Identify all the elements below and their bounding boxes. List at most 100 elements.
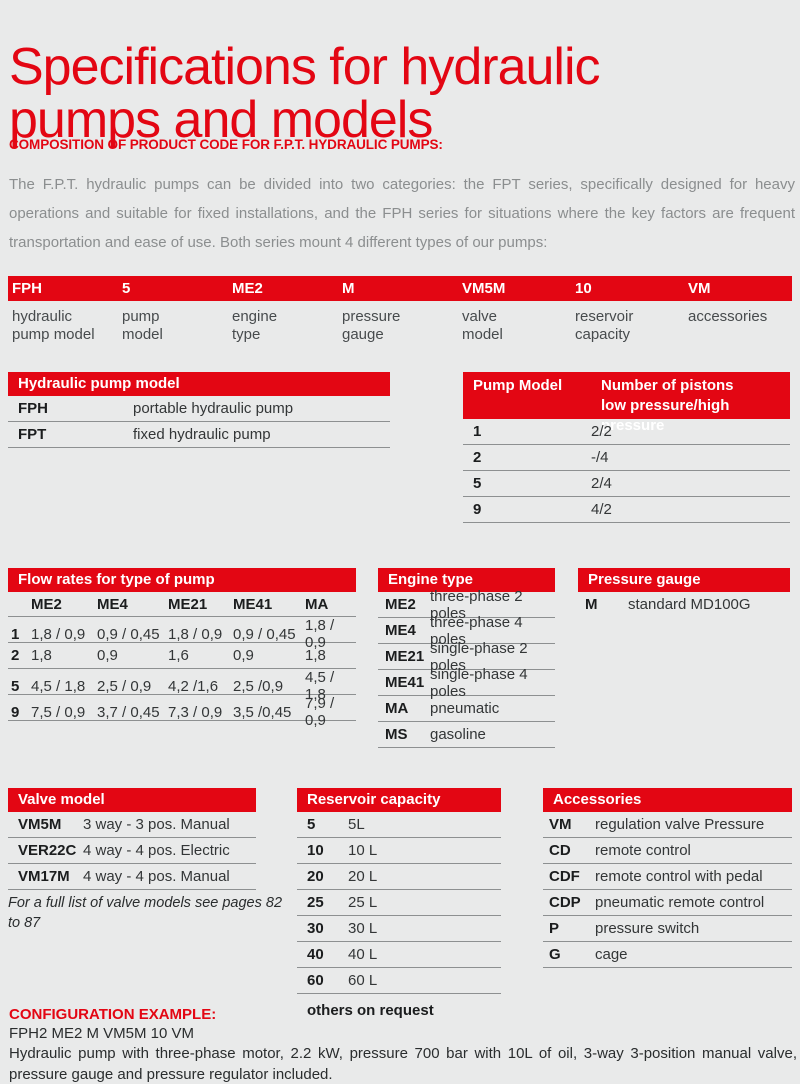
- flow-row: 5 4,5 / 1,8 2,5 / 0,9 4,2 /1,6 2,5 /0,9 …: [8, 669, 356, 703]
- row-code: 40: [307, 946, 324, 963]
- reservoir-footer: others on request: [307, 1002, 434, 1019]
- table-body: VM regulation valve Pressure CD remote c…: [543, 812, 792, 968]
- row-code: 60: [307, 972, 324, 989]
- flow-value: 4,5 / 1,8: [31, 677, 86, 695]
- table-row: 20 20 L: [297, 864, 501, 890]
- row-description: remote control: [595, 842, 691, 859]
- table-flow-rates: Flow rates for type of pump ME2 ME4 ME21…: [8, 568, 356, 729]
- table-pump-model: Pump Model Number of pistons low pressur…: [463, 372, 790, 523]
- product-code-part-label: pump model: [122, 308, 163, 343]
- table-header: Engine type: [378, 568, 555, 592]
- table-header: Hydraulic pump model: [8, 372, 390, 396]
- header-col-pump-model: Pump Model: [473, 377, 563, 394]
- row-description: portable hydraulic pump: [133, 400, 294, 417]
- row-description: 2/2: [591, 423, 612, 440]
- row-code: P: [549, 920, 560, 937]
- product-code-part: 10: [575, 280, 592, 297]
- flow-column-header: ME4: [97, 595, 128, 613]
- table-row: 30 30 L: [297, 916, 501, 942]
- table-row: FPH portable hydraulic pump: [8, 396, 390, 422]
- flow-value: 4,5 / 1,8: [305, 669, 335, 703]
- flow-row: 9 7,5 / 0,9 3,7 / 0,45 7,3 / 0,9 3,5 /0,…: [8, 695, 356, 729]
- table-row: 5 2/4: [463, 471, 790, 497]
- table-header: Pressure gauge: [578, 568, 790, 592]
- flow-column-headers: ME2 ME4 ME21 ME41 MA: [8, 592, 356, 617]
- row-description: gasoline: [430, 726, 486, 743]
- row-description: single-phase 4 poles: [430, 665, 528, 700]
- row-code: 10: [307, 842, 324, 859]
- table-engine-type: Engine type ME2 three-phase 2 poles ME4 …: [378, 568, 555, 748]
- table-body: 1 2/2 2 -/4 5 2/4 9 4/2: [463, 419, 790, 523]
- row-description: 30 L: [348, 920, 378, 937]
- config-heading: CONFIGURATION EXAMPLE:: [9, 1006, 217, 1023]
- table-row: G cage: [543, 942, 792, 968]
- row-code: M: [585, 596, 598, 613]
- flow-column-header: MA: [305, 595, 329, 613]
- table-header: Valve model: [8, 788, 256, 812]
- product-code-part-label: engine type: [232, 308, 278, 343]
- row-code: ME41: [385, 674, 425, 691]
- row-code: 5: [307, 816, 316, 833]
- table-row: 25 25 L: [297, 890, 501, 916]
- flow-value: 4,2 /1,6: [168, 677, 219, 695]
- flow-value: 2,5 /0,9: [233, 677, 284, 695]
- flow-value: 1,8 / 0,9: [168, 625, 223, 643]
- row-description: 20 L: [348, 868, 378, 885]
- row-code: 1: [473, 423, 482, 440]
- flow-column-header: ME41: [233, 595, 273, 613]
- row-description: regulation valve Pressure: [595, 816, 765, 833]
- table-header: Pump Model Number of pistons low pressur…: [463, 372, 790, 434]
- valve-model-note: For a full list of valve models see page…: [8, 895, 283, 931]
- table-row: VM regulation valve Pressure: [543, 812, 792, 838]
- table-row: FPT fixed hydraulic pump: [8, 422, 390, 448]
- row-code: VER22C: [18, 842, 77, 859]
- table-body: 1 1,8 / 0,9 0,9 / 0,45 1,8 / 0,9 0,9 / 0…: [8, 617, 356, 729]
- flow-value: 1,6: [168, 647, 189, 664]
- row-description: fixed hydraulic pump: [133, 426, 271, 443]
- config-description: Hydraulic pump with three-phase motor, 2…: [9, 1045, 797, 1083]
- product-code-part: ME2: [232, 280, 263, 297]
- table-row: MA pneumatic: [378, 696, 555, 722]
- configuration-example: CONFIGURATION EXAMPLE: FPH2 ME2 M VM5M 1…: [9, 1005, 797, 1084]
- table-row: ME2 three-phase 2 poles: [378, 588, 555, 622]
- table-row: CDP pneumatic remote control: [543, 890, 792, 916]
- row-description: three-phase 2 poles: [430, 587, 523, 622]
- table-row: 60 60 L: [297, 968, 501, 994]
- table-row: CD remote control: [543, 838, 792, 864]
- table-row: MS gasoline: [378, 722, 555, 748]
- flow-row-label: 5: [11, 677, 20, 695]
- row-code: MS: [385, 726, 408, 743]
- table-header: Reservoir capacity: [297, 788, 501, 812]
- table-row: 1 2/2: [463, 419, 790, 445]
- row-description: single-phase 2 poles: [430, 639, 528, 674]
- flow-value: 0,9 / 0,45: [233, 625, 296, 643]
- product-code-part-label: valve model: [462, 308, 503, 343]
- row-description: pneumatic: [430, 700, 500, 717]
- header-col-pistons: Number of pistons low pressure/high pres…: [601, 377, 734, 434]
- table-row: P pressure switch: [543, 916, 792, 942]
- row-description: pressure switch: [595, 920, 700, 937]
- table-body: ME2 three-phase 2 poles ME4 three-phase …: [378, 588, 555, 748]
- table-row: 9 4/2: [463, 497, 790, 523]
- flow-column-header: ME21: [168, 595, 208, 613]
- row-code: ME21: [385, 648, 425, 665]
- table-body: FPH portable hydraulic pump FPT fixed hy…: [8, 396, 390, 448]
- row-description: 4 way - 4 pos. Electric: [83, 842, 230, 859]
- flow-value: 2,5 / 0,9: [97, 677, 152, 695]
- flow-value: 1,8 / 0,9: [31, 625, 86, 643]
- config-code: FPH2 ME2 M VM5M 10 VM: [9, 1025, 195, 1042]
- row-code: 30: [307, 920, 324, 937]
- section-eyebrow: COMPOSITION OF PRODUCT CODE FOR F.P.T. H…: [9, 137, 443, 152]
- product-code-part: VM5M: [462, 280, 506, 297]
- row-description: 4/2: [591, 501, 612, 518]
- table-row: ME4 three-phase 4 poles: [378, 614, 555, 648]
- row-code: G: [549, 946, 561, 963]
- flow-value: 1,8 / 0,9: [305, 617, 335, 651]
- flow-row: 1 1,8 / 0,9 0,9 / 0,45 1,8 / 0,9 0,9 / 0…: [8, 617, 356, 651]
- row-code: FPH: [18, 400, 48, 417]
- table-hydraulic-pump-model: Hydraulic pump model FPH portable hydrau…: [8, 372, 390, 448]
- product-code-labels: hydraulic pump model pump model engine t…: [8, 308, 792, 344]
- row-code: ME4: [385, 622, 416, 639]
- row-description: cage: [595, 946, 628, 963]
